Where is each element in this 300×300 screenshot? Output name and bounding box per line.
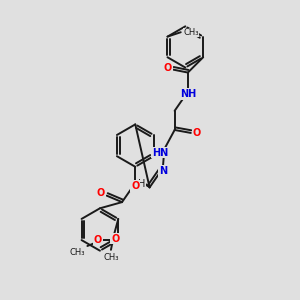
Text: O: O bbox=[94, 235, 102, 244]
Text: CH₃: CH₃ bbox=[183, 28, 199, 37]
Text: O: O bbox=[111, 234, 119, 244]
Text: CH₃: CH₃ bbox=[103, 253, 119, 262]
Text: HN: HN bbox=[152, 148, 168, 158]
Text: H: H bbox=[138, 179, 145, 189]
Text: NH: NH bbox=[180, 89, 196, 99]
Text: O: O bbox=[164, 63, 172, 73]
Text: O: O bbox=[131, 181, 140, 191]
Text: CH₃: CH₃ bbox=[70, 248, 85, 257]
Text: O: O bbox=[193, 128, 201, 138]
Text: O: O bbox=[97, 188, 105, 198]
Text: N: N bbox=[159, 166, 167, 176]
